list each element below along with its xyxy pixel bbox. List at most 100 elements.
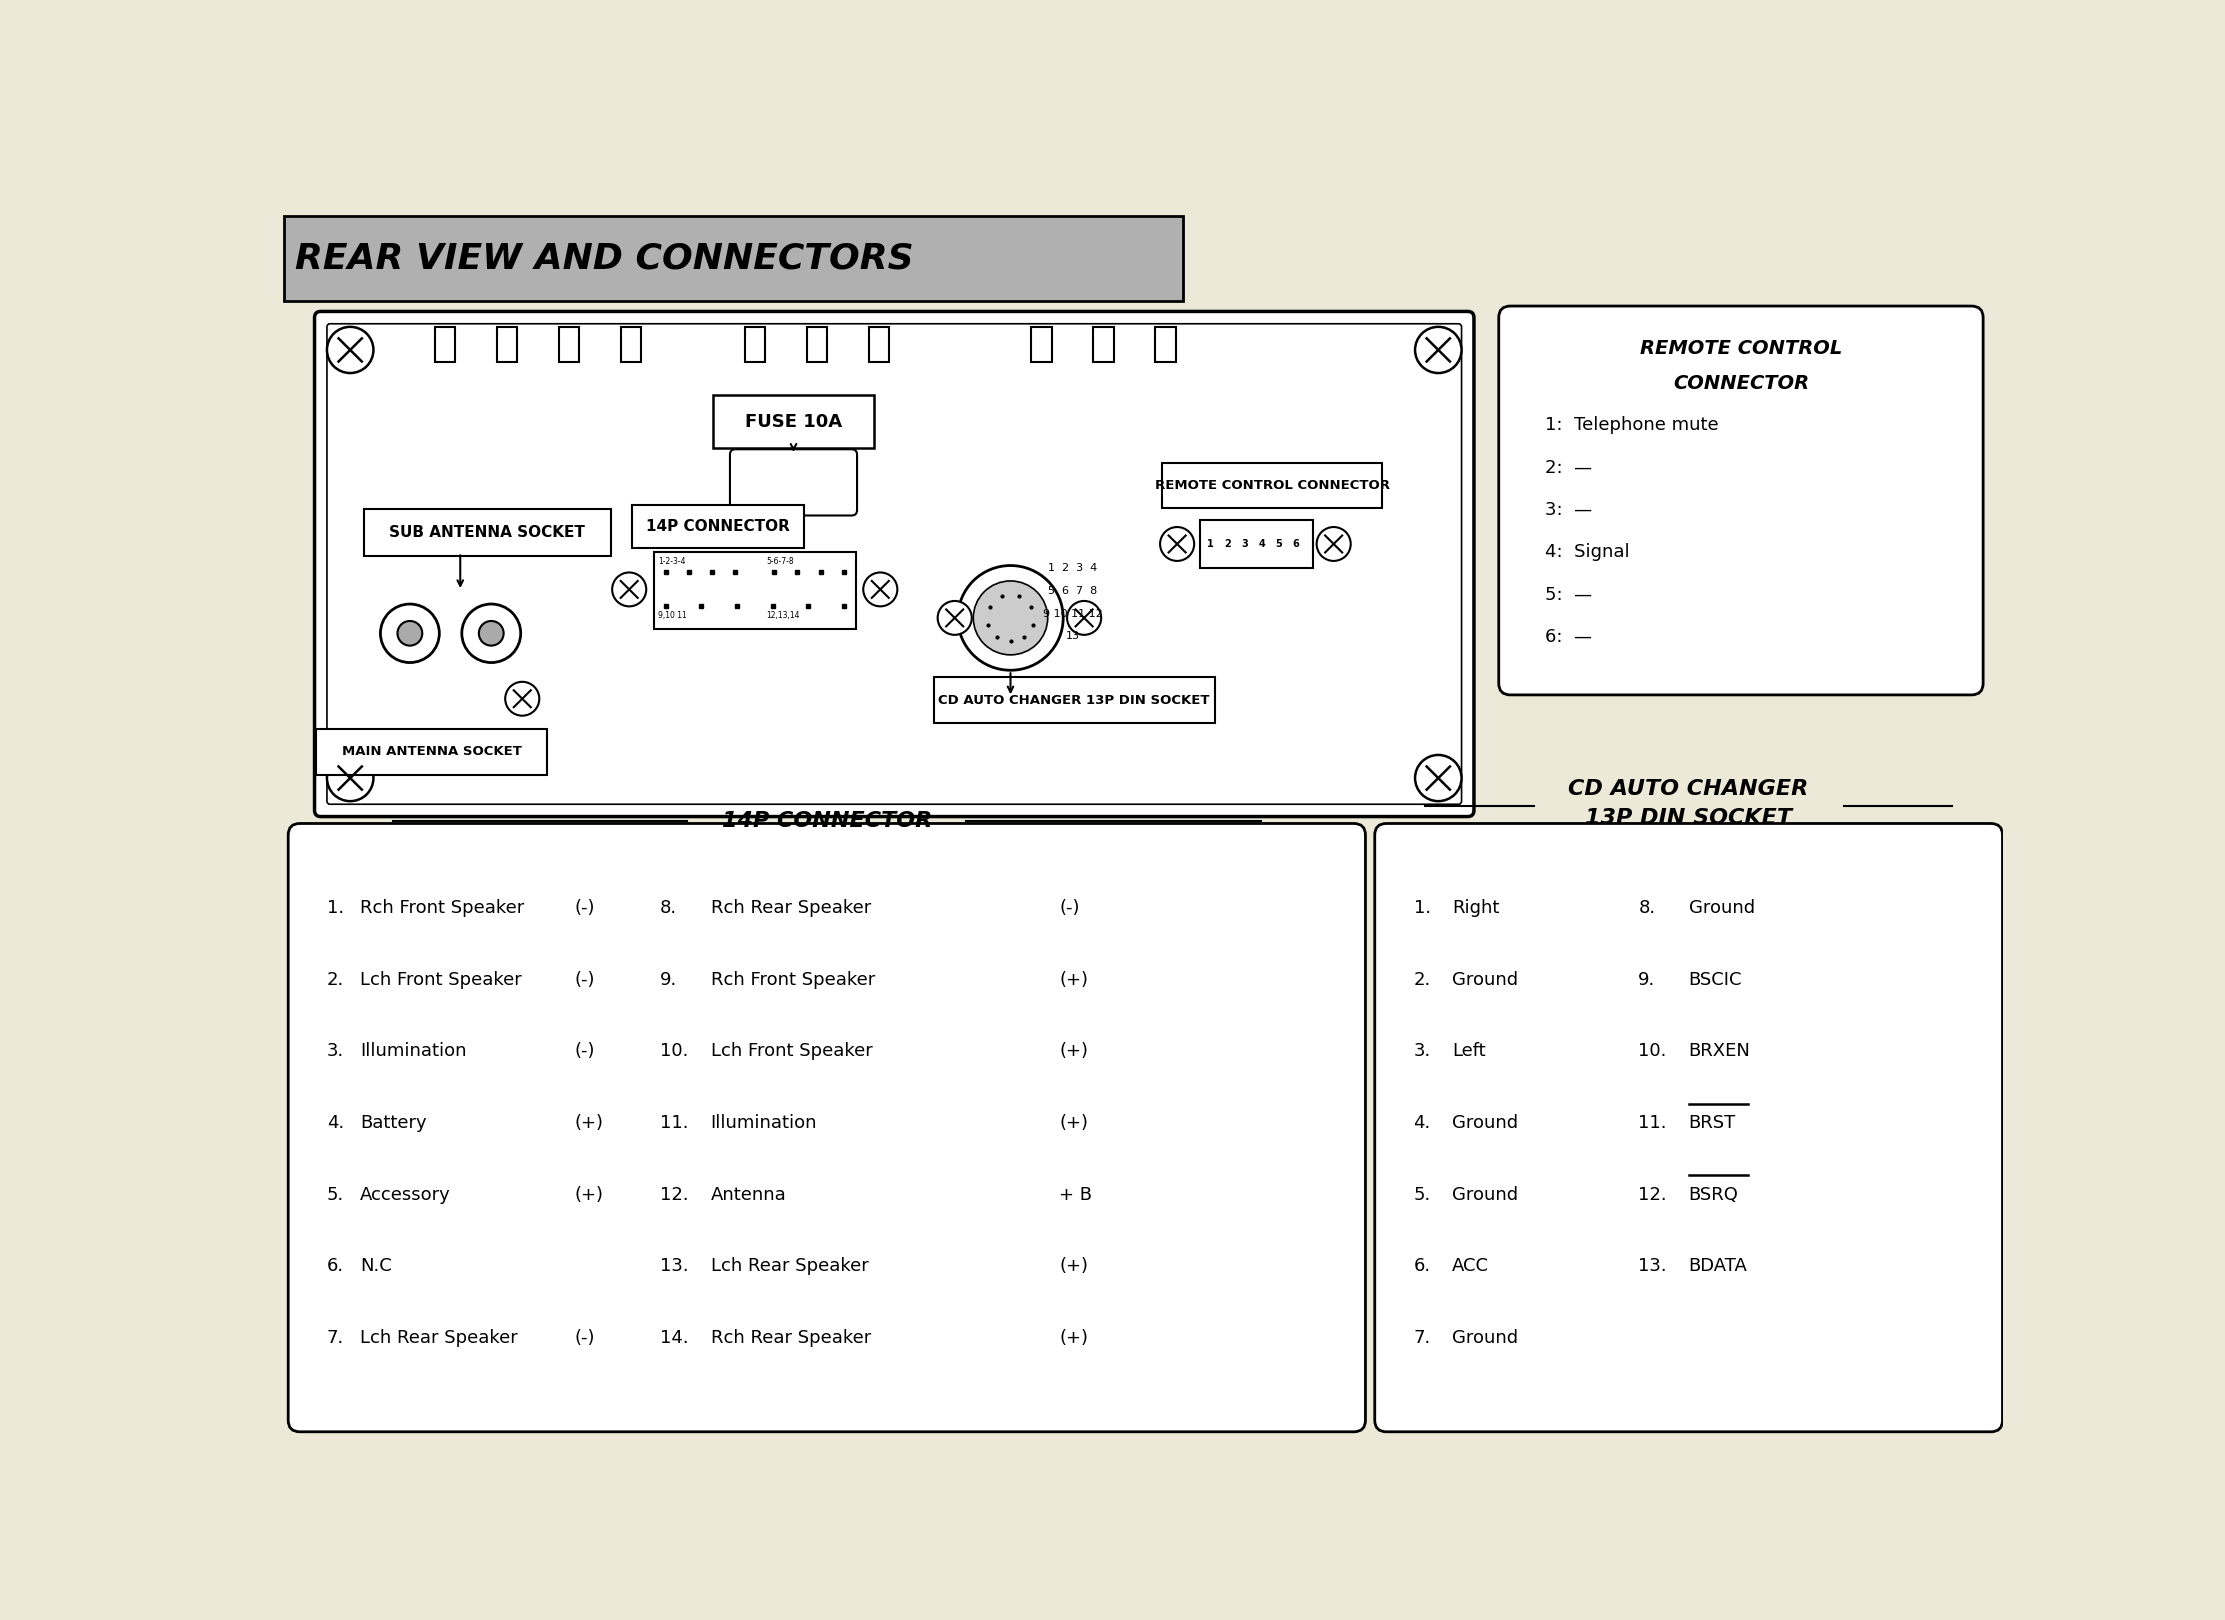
Text: Ground: Ground: [1453, 1186, 1517, 1204]
Text: 2: 2: [1224, 539, 1230, 549]
Text: 13.: 13.: [661, 1257, 690, 1275]
Bar: [1092, 327, 1112, 363]
Text: (+): (+): [574, 1115, 603, 1132]
Text: N.C: N.C: [360, 1257, 392, 1275]
Text: MAIN ANTENNA SOCKET: MAIN ANTENNA SOCKET: [343, 745, 521, 758]
Text: 8.: 8.: [661, 899, 676, 917]
Text: Illumination: Illumination: [360, 1042, 467, 1061]
Text: Right: Right: [1453, 899, 1500, 917]
Text: Rch Rear Speaker: Rch Rear Speaker: [710, 1328, 870, 1346]
Text: 14.: 14.: [661, 1328, 690, 1346]
Text: 10.: 10.: [1638, 1042, 1667, 1061]
Bar: [1199, 520, 1313, 569]
Circle shape: [972, 582, 1048, 654]
Text: + B: + B: [1059, 1186, 1092, 1204]
FancyBboxPatch shape: [285, 215, 1184, 301]
Text: ACC: ACC: [1453, 1257, 1489, 1275]
Text: (+): (+): [1059, 1328, 1088, 1346]
Text: FUSE 10A: FUSE 10A: [745, 413, 841, 431]
Text: 4: 4: [1257, 539, 1266, 549]
Text: (+): (+): [574, 1186, 603, 1204]
FancyBboxPatch shape: [1161, 463, 1382, 507]
Text: REAR VIEW AND CONNECTORS: REAR VIEW AND CONNECTORS: [296, 241, 914, 275]
Text: REMOTE CONTROL: REMOTE CONTROL: [1640, 339, 1842, 358]
Text: BDATA: BDATA: [1689, 1257, 1747, 1275]
Text: (+): (+): [1059, 1042, 1088, 1061]
Text: 9.: 9.: [1638, 970, 1655, 988]
Text: 11.: 11.: [661, 1115, 690, 1132]
Text: 4.: 4.: [1413, 1115, 1431, 1132]
Circle shape: [1415, 755, 1462, 802]
Text: 3: 3: [1242, 539, 1248, 549]
Text: 10.: 10.: [661, 1042, 688, 1061]
Text: CD AUTO CHANGER 13P DIN SOCKET: CD AUTO CHANGER 13P DIN SOCKET: [939, 693, 1210, 706]
Text: Rch Rear Speaker: Rch Rear Speaker: [710, 899, 870, 917]
Text: 2.: 2.: [1413, 970, 1431, 988]
Bar: [808, 327, 828, 363]
Text: 2.: 2.: [327, 970, 345, 988]
Text: Lch Rear Speaker: Lch Rear Speaker: [360, 1328, 518, 1346]
Text: 6.: 6.: [327, 1257, 345, 1275]
Circle shape: [380, 604, 438, 663]
Text: (+): (+): [1059, 970, 1088, 988]
Text: REMOTE CONTROL CONNECTOR: REMOTE CONTROL CONNECTOR: [1155, 480, 1391, 492]
Text: BRXEN: BRXEN: [1689, 1042, 1751, 1061]
Bar: [868, 327, 888, 363]
Text: 9,10 11: 9,10 11: [659, 611, 688, 620]
Text: Ground: Ground: [1453, 1115, 1517, 1132]
Text: (-): (-): [574, 970, 596, 988]
Text: 4.: 4.: [327, 1115, 345, 1132]
Text: SUB ANTENNA SOCKET: SUB ANTENNA SOCKET: [389, 525, 585, 539]
FancyBboxPatch shape: [730, 449, 857, 515]
FancyBboxPatch shape: [289, 823, 1366, 1432]
Bar: [1155, 327, 1175, 363]
Text: 1-2-3-4: 1-2-3-4: [659, 557, 685, 567]
Text: (+): (+): [1059, 1115, 1088, 1132]
Text: 12.: 12.: [661, 1186, 690, 1204]
Text: 5-6-7-8: 5-6-7-8: [765, 557, 794, 567]
Circle shape: [505, 682, 538, 716]
Text: Lch Front Speaker: Lch Front Speaker: [710, 1042, 872, 1061]
Circle shape: [1415, 327, 1462, 373]
Text: 3:  —: 3: —: [1544, 501, 1593, 518]
Bar: [434, 327, 454, 363]
FancyBboxPatch shape: [712, 395, 874, 447]
FancyBboxPatch shape: [1375, 823, 2002, 1432]
Bar: [745, 327, 765, 363]
Text: 2:  —: 2: —: [1544, 458, 1593, 476]
Text: 9 10 11 12: 9 10 11 12: [1044, 609, 1101, 619]
Text: 12,13,14: 12,13,14: [765, 611, 799, 620]
Text: (-): (-): [1059, 899, 1079, 917]
Text: 7.: 7.: [1413, 1328, 1431, 1346]
FancyBboxPatch shape: [314, 311, 1473, 816]
Text: Ground: Ground: [1453, 970, 1517, 988]
Bar: [558, 327, 578, 363]
FancyBboxPatch shape: [1500, 306, 1982, 695]
Bar: [621, 327, 641, 363]
Text: Rch Front Speaker: Rch Front Speaker: [710, 970, 874, 988]
Text: 9.: 9.: [661, 970, 676, 988]
Text: Ground: Ground: [1453, 1328, 1517, 1346]
Circle shape: [398, 620, 423, 646]
Text: 11.: 11.: [1638, 1115, 1667, 1132]
Circle shape: [957, 565, 1064, 671]
Text: 1:  Telephone mute: 1: Telephone mute: [1544, 416, 1720, 434]
Text: 3.: 3.: [1413, 1042, 1431, 1061]
Text: 8.: 8.: [1638, 899, 1655, 917]
Bar: [496, 327, 516, 363]
Text: Battery: Battery: [360, 1115, 427, 1132]
Circle shape: [1068, 601, 1101, 635]
Text: 5:  —: 5: —: [1544, 586, 1593, 604]
Text: 14P CONNECTOR: 14P CONNECTOR: [721, 812, 932, 831]
Text: Ground: Ground: [1689, 899, 1756, 917]
Text: Lch Front Speaker: Lch Front Speaker: [360, 970, 523, 988]
Bar: [1032, 327, 1052, 363]
Text: CONNECTOR: CONNECTOR: [1673, 374, 1809, 392]
Circle shape: [1317, 526, 1351, 561]
Text: 1  2  3  4: 1 2 3 4: [1048, 562, 1097, 573]
Text: 12.: 12.: [1638, 1186, 1667, 1204]
Text: Antenna: Antenna: [710, 1186, 785, 1204]
Text: 4:  Signal: 4: Signal: [1544, 543, 1631, 562]
Circle shape: [463, 604, 521, 663]
Text: 1: 1: [1208, 539, 1215, 549]
